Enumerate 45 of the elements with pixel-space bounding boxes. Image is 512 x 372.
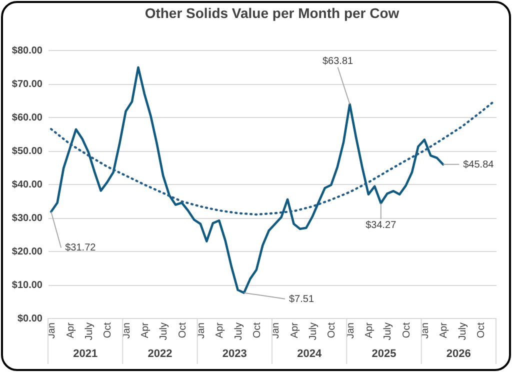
y-tick-label: $60.00 xyxy=(12,112,43,124)
x-tick-label: Oct xyxy=(252,322,263,338)
y-tick-label: $80.00 xyxy=(12,46,43,56)
x-tick-label: July xyxy=(233,322,244,340)
y-tick-label: $0.00 xyxy=(17,314,43,324)
x-tick-label: Oct xyxy=(326,322,338,338)
x-tick-label: Apr xyxy=(289,322,300,338)
data-label: $34.27 xyxy=(366,220,397,232)
data-label: $7.51 xyxy=(289,294,314,305)
y-tick-label: $10.00 xyxy=(12,280,43,291)
data-label: $63.81 xyxy=(322,56,354,68)
x-tick-label: Oct xyxy=(401,322,412,338)
x-tick-label: Jan xyxy=(345,322,356,339)
line-series xyxy=(50,101,494,216)
y-tick-label: $30.00 xyxy=(12,213,43,224)
x-tick-label: Apr xyxy=(65,322,76,338)
x-tick-label: Apr xyxy=(438,322,450,338)
text: 2022 xyxy=(148,348,172,360)
x-tick-label: Apr xyxy=(214,322,226,338)
x-tick-label: Oct xyxy=(177,322,188,338)
line-series xyxy=(50,66,444,294)
x-tick-label: Jan xyxy=(121,322,132,339)
x-tick-label: Oct xyxy=(102,322,114,338)
x-tick-label: Apr xyxy=(364,322,375,338)
text: 2021 xyxy=(73,348,98,360)
y-tick-label: $50.00 xyxy=(12,146,43,157)
data-label: $45.84 xyxy=(463,159,494,170)
text: 2026 xyxy=(446,348,471,360)
text: 2023 xyxy=(222,348,247,360)
x-tick-label: July xyxy=(158,322,170,340)
y-tick-label: $70.00 xyxy=(12,79,43,90)
y-tick-label: $40.00 xyxy=(12,180,43,190)
x-tick-label: July xyxy=(308,322,319,340)
y-tick-label: $20.00 xyxy=(12,246,43,258)
x-tick-label: Apr xyxy=(140,322,151,338)
data-label: $31.72 xyxy=(65,242,96,254)
text: 2024 xyxy=(297,348,322,360)
x-tick-label: July xyxy=(457,322,468,340)
x-tick-label: July xyxy=(84,322,95,340)
x-tick-label: Jan xyxy=(196,322,207,339)
x-tick-label: Jan xyxy=(420,322,431,339)
text: 2025 xyxy=(372,348,396,360)
x-tick-label: July xyxy=(382,322,394,340)
x-tick-label: Oct xyxy=(476,322,487,338)
chart-title: Other Solids Value per Month per Cow xyxy=(144,5,400,21)
